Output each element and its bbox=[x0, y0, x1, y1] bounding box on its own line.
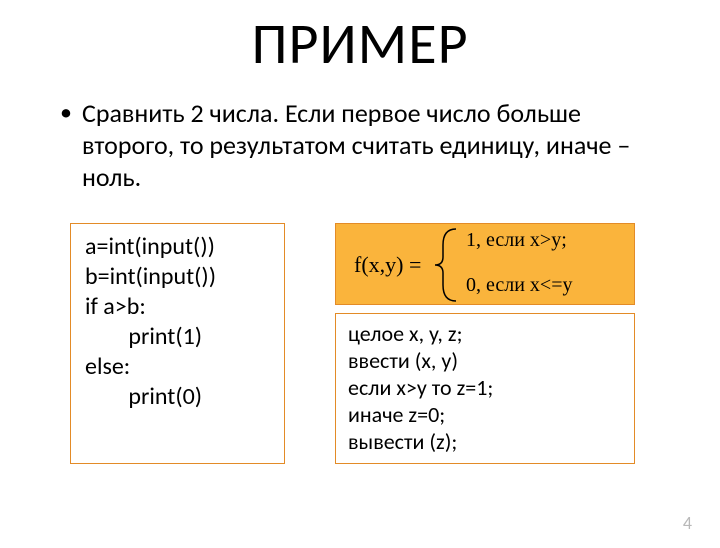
content-boxes: a=int(input()) b=int(input()) if a>b: pr… bbox=[70, 223, 720, 464]
code-line: b=int(input()) bbox=[85, 262, 270, 292]
python-code-box: a=int(input()) b=int(input()) if a>b: pr… bbox=[70, 223, 285, 464]
formula-box: f(x,y) = 1, если x>y; 0, если x<=y bbox=[335, 223, 635, 305]
bullet-block: • Сравнить 2 числа. Если первое число бо… bbox=[60, 97, 670, 193]
pseudo-line: иначе z=0; bbox=[348, 401, 622, 428]
code-line: print(0) bbox=[85, 382, 270, 412]
code-line: else: bbox=[85, 352, 270, 382]
formula-case-1: 1, если x>y; bbox=[466, 229, 567, 252]
bullet-text: Сравнить 2 числа. Если первое число боль… bbox=[82, 97, 670, 193]
brace-icon bbox=[431, 227, 461, 303]
pseudocode-box: целое x, y, z; ввести (x, y) если x>y то… bbox=[335, 313, 635, 464]
formula-case-2: 0, если x<=y bbox=[466, 274, 573, 297]
slide-title: ПРИМЕР bbox=[0, 8, 720, 79]
code-line: a=int(input()) bbox=[85, 232, 270, 262]
code-line: print(1) bbox=[85, 322, 270, 352]
pseudo-line: ввести (x, y) bbox=[348, 347, 622, 374]
right-column: f(x,y) = 1, если x>y; 0, если x<=y целое… bbox=[335, 223, 635, 464]
pseudo-line: вывести (z); bbox=[348, 428, 622, 455]
pseudo-line: целое x, y, z; bbox=[348, 320, 622, 347]
code-line: if a>b: bbox=[85, 292, 270, 322]
pseudo-line: если x>y то z=1; bbox=[348, 374, 622, 401]
page-number: 4 bbox=[683, 512, 692, 534]
formula-fx-label: f(x,y) = bbox=[354, 252, 421, 278]
bullet-dot: • bbox=[60, 97, 72, 129]
